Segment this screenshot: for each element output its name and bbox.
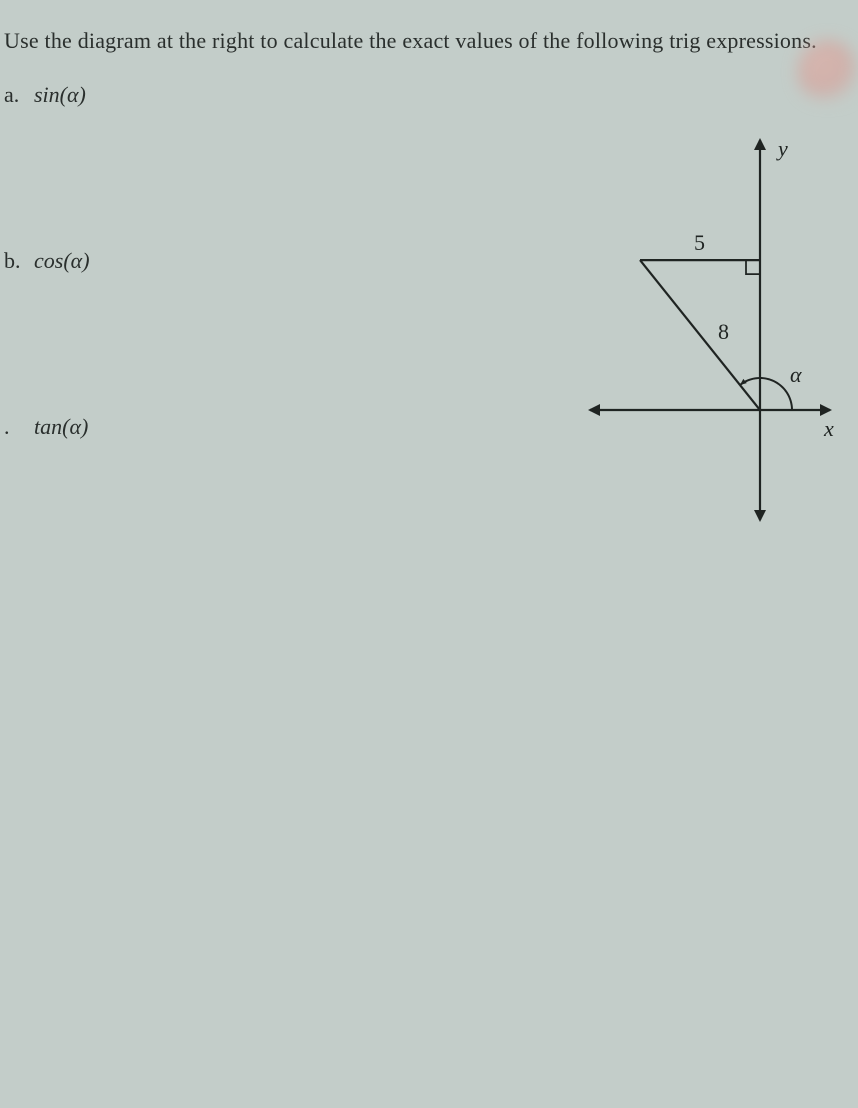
item-expr-tan: tan(α)	[34, 414, 88, 440]
svg-text:α: α	[790, 362, 802, 387]
item-expr-sin: sin(α)	[34, 82, 86, 108]
item-label-b: b.	[0, 248, 34, 274]
svg-text:y: y	[776, 136, 788, 161]
item-expr-cos: cos(α)	[34, 248, 90, 274]
svg-text:x: x	[823, 416, 834, 441]
instruction-text: Use the diagram at the right to calculat…	[4, 28, 858, 54]
svg-text:5: 5	[694, 230, 705, 255]
svg-text:8: 8	[718, 319, 729, 344]
item-label-a: a.	[0, 82, 34, 108]
triangle-diagram: y x 5 8 α	[560, 120, 850, 540]
finger-shadow	[798, 40, 858, 100]
item-label-c: .	[0, 414, 34, 440]
